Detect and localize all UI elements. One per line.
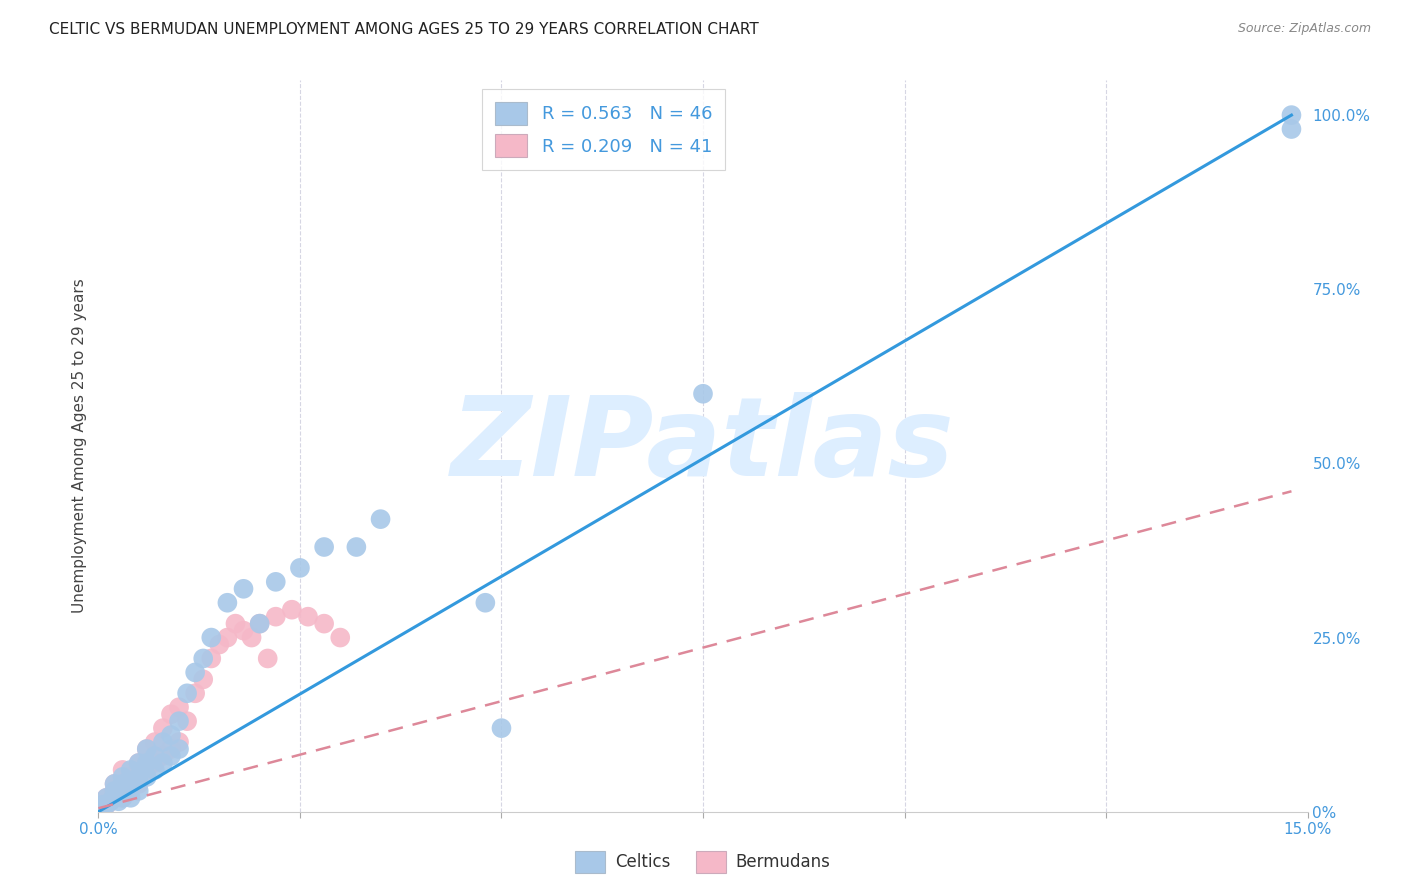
Point <box>135 742 157 756</box>
Point <box>200 651 222 665</box>
Point <box>200 631 222 645</box>
Point <box>111 777 134 791</box>
Point <box>120 763 142 777</box>
Point <box>128 756 150 770</box>
Point <box>143 735 166 749</box>
Point <box>370 512 392 526</box>
Point <box>152 749 174 764</box>
Point <box>167 714 190 728</box>
Point <box>692 386 714 401</box>
Point <box>120 770 142 784</box>
Point <box>107 794 129 808</box>
Point <box>224 616 246 631</box>
Point <box>91 797 114 812</box>
Point <box>208 638 231 652</box>
Point <box>103 784 125 798</box>
Point <box>103 777 125 791</box>
Point <box>120 784 142 798</box>
Text: CELTIC VS BERMUDAN UNEMPLOYMENT AMONG AGES 25 TO 29 YEARS CORRELATION CHART: CELTIC VS BERMUDAN UNEMPLOYMENT AMONG AG… <box>49 22 759 37</box>
Point <box>232 624 254 638</box>
Point <box>111 770 134 784</box>
Point <box>1281 108 1303 122</box>
Point <box>96 797 118 812</box>
Point <box>152 735 174 749</box>
Point <box>176 686 198 700</box>
Point <box>240 631 263 645</box>
Point <box>128 770 150 784</box>
Point <box>111 784 134 798</box>
Point <box>120 777 142 791</box>
Point <box>103 790 125 805</box>
Legend: R = 0.563   N = 46, R = 0.209   N = 41: R = 0.563 N = 46, R = 0.209 N = 41 <box>482 89 725 170</box>
Text: ZIPatlas: ZIPatlas <box>451 392 955 500</box>
Point <box>152 721 174 735</box>
Point <box>135 763 157 777</box>
Point <box>344 540 367 554</box>
Point <box>111 790 134 805</box>
Point <box>143 749 166 764</box>
Point <box>103 777 125 791</box>
Point <box>91 797 114 812</box>
Point <box>264 574 287 589</box>
Text: Source: ZipAtlas.com: Source: ZipAtlas.com <box>1237 22 1371 36</box>
Point <box>128 777 150 791</box>
Y-axis label: Unemployment Among Ages 25 to 29 years: Unemployment Among Ages 25 to 29 years <box>72 278 87 614</box>
Point <box>152 756 174 770</box>
Point <box>256 651 278 665</box>
Point <box>314 616 336 631</box>
Point <box>128 784 150 798</box>
Point <box>249 616 271 631</box>
Point <box>103 784 125 798</box>
Point <box>184 686 207 700</box>
Point <box>135 756 157 770</box>
Point <box>193 651 215 665</box>
Point <box>232 582 254 596</box>
Point <box>217 631 239 645</box>
Point <box>314 540 336 554</box>
Point <box>120 790 142 805</box>
Point <box>288 561 311 575</box>
Point <box>193 673 215 687</box>
Point <box>135 742 157 756</box>
Point <box>160 707 183 722</box>
Point <box>100 794 122 808</box>
Point <box>281 603 304 617</box>
Point <box>103 790 125 805</box>
Point <box>184 665 207 680</box>
Point <box>249 616 271 631</box>
Point <box>160 728 183 742</box>
Point <box>167 742 190 756</box>
Point <box>297 609 319 624</box>
Point <box>143 756 166 770</box>
Point <box>160 742 183 756</box>
Point <box>111 763 134 777</box>
Point <box>90 801 112 815</box>
Point <box>264 609 287 624</box>
Point <box>111 790 134 805</box>
Point <box>128 756 150 770</box>
Point <box>96 790 118 805</box>
Point <box>217 596 239 610</box>
Point <box>160 749 183 764</box>
Point <box>96 790 118 805</box>
Point <box>143 763 166 777</box>
Legend: Celtics, Bermudans: Celtics, Bermudans <box>568 845 838 880</box>
Point <box>96 797 118 812</box>
Point <box>329 631 352 645</box>
Point <box>100 794 122 808</box>
Point <box>111 777 134 791</box>
Point <box>176 714 198 728</box>
Point <box>491 721 513 735</box>
Point <box>167 735 190 749</box>
Point <box>135 770 157 784</box>
Point <box>1281 122 1303 136</box>
Point <box>167 700 190 714</box>
Point <box>474 596 496 610</box>
